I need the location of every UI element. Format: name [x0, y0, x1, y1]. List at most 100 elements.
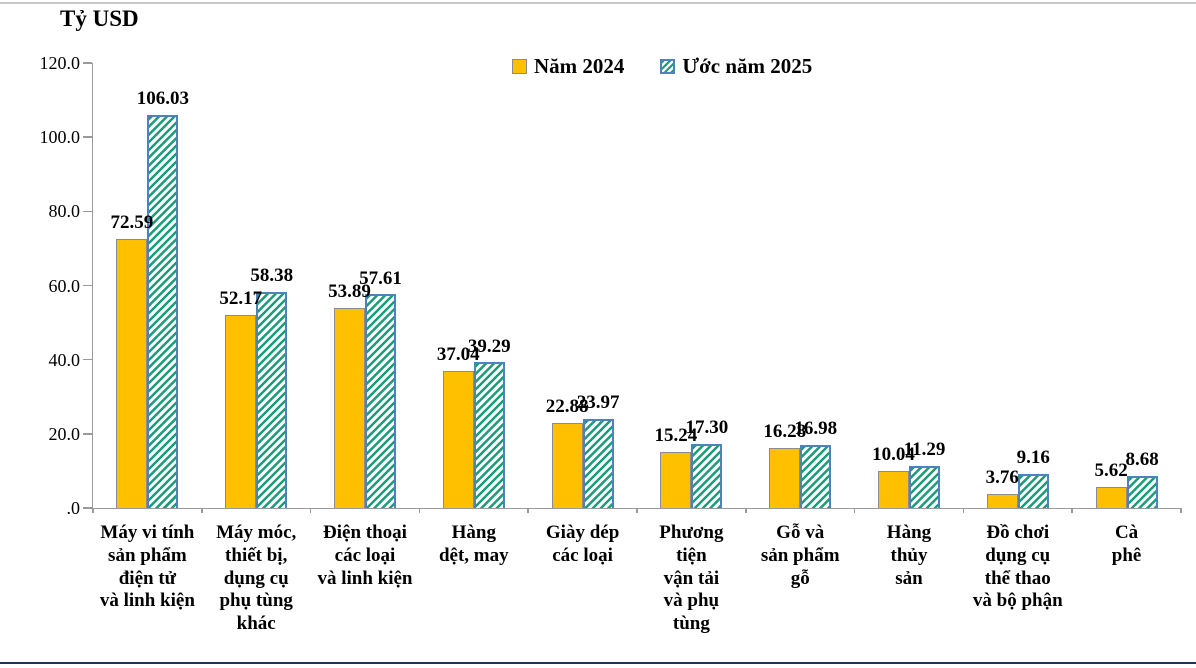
bar-uoc-nam-2025	[908, 466, 940, 508]
y-axis-tick-mark	[83, 62, 92, 64]
category-axis-label: Hàng dệt, may	[399, 522, 549, 568]
category-label-line: Đồ chơi	[986, 522, 1050, 543]
bar-nam-2024	[660, 451, 692, 508]
bar-nam-2024	[1095, 487, 1127, 508]
bar-uoc-nam-2025	[582, 419, 614, 508]
y-axis-tick-mark	[83, 433, 92, 435]
value-label-nam-2024: 37.04	[436, 343, 480, 365]
category-group: 52.17 58.38 Máy móc, thiết bị, dụng cụ phụ tù…	[202, 63, 311, 634]
plot-area: 72.59 106.03 Máy vi tính sản phẩm điện tử và …	[92, 63, 1182, 634]
bar-uoc-nam-2025	[1017, 474, 1049, 508]
category-label-line: tùng	[672, 613, 710, 635]
value-label-nam-2024: 22.88	[545, 396, 589, 418]
category-axis-label: Phương tiện vận tải và phụ tùng	[616, 522, 766, 636]
value-label-nam-2024: 15.24	[654, 424, 698, 446]
y-axis-tick-label: 60.0	[48, 275, 81, 296]
y-axis-tick-mark	[83, 284, 92, 287]
category-label-line: thủy	[890, 544, 928, 566]
x-axis-tick-mark	[309, 508, 312, 513]
value-label-nam-2024: 53.89	[328, 281, 371, 303]
value-label-nam-2024: 10.04	[872, 443, 915, 465]
bar-nam-2024	[334, 308, 365, 508]
value-label-nam-2024: 3.76	[985, 467, 1019, 489]
y-axis-tick-mark	[83, 358, 92, 361]
category-group: 37.04 39.29 Hàng dệt, may	[419, 63, 528, 566]
category-label-line: Điện thoại	[323, 522, 407, 543]
top-divider	[0, 2, 1196, 4]
category-axis-label: Máy vi tính sản phẩm điện tử và linh kiện	[72, 522, 222, 613]
bar-nam-2024	[116, 238, 148, 508]
category-group: 72.59 106.03 Máy vi tính sản phẩm điện tử và …	[93, 63, 202, 611]
category-label-line: khác	[236, 613, 276, 635]
category-label-line: Giày dép	[545, 522, 620, 543]
category-label-line: sản	[895, 567, 923, 589]
category-label-line: thể thao	[984, 567, 1051, 589]
category-label-line: các loại	[334, 544, 396, 566]
x-axis-tick-mark	[201, 508, 203, 513]
legend-label-nam-2024: Năm 2024	[534, 54, 625, 78]
category-axis-label: Máy móc, thiết bị, dụng cụ phụ tùng khác	[181, 522, 331, 636]
bar-uoc-nam-2025	[1126, 475, 1158, 508]
category-label-line: sản phẩm	[108, 544, 187, 566]
category-label-line: Máy móc,	[216, 522, 297, 543]
legend-item-uoc-nam-2025: Ước năm 2025	[660, 54, 812, 79]
bar-nam-2024	[986, 494, 1018, 508]
category-group: 15.24 17.30 Phương tiện vận tải và phụ tùng	[637, 63, 746, 634]
category-label-line: Hàng	[886, 522, 932, 543]
category-group: 53.89 57.61 Điện thoại các loại và linh kiện	[311, 63, 420, 589]
bar-uoc-nam-2025	[691, 443, 723, 508]
value-label-uoc-nam-2025: 17.30	[685, 417, 729, 439]
category-axis-label: Gỗ và sản phẩm gỗ	[725, 522, 875, 590]
category-group: 10.04 11.29 Hàng thủy sản	[855, 63, 964, 588]
category-label-line: và linh kiện	[99, 590, 195, 612]
y-axis-tick-label: 40.0	[48, 349, 81, 370]
x-axis-tick-mark	[853, 508, 856, 513]
x-axis-tick-mark	[962, 508, 965, 513]
legend-swatch-hatched-icon	[660, 59, 676, 74]
value-label-uoc-nam-2025: 23.97	[576, 392, 620, 414]
category-axis-label: Cà phê	[1052, 522, 1196, 568]
legend-swatch-solid-icon	[512, 59, 527, 74]
category-label-line: và phụ	[663, 590, 720, 612]
bar-uoc-nam-2025	[147, 114, 179, 508]
category-label-line: sản phẩm	[760, 544, 840, 566]
legend-item-nam-2024: Năm 2024	[512, 54, 624, 79]
y-axis-tick-label: 80.0	[48, 201, 81, 222]
x-axis-tick-mark	[745, 508, 747, 513]
value-label-nam-2024: 72.59	[110, 212, 154, 234]
category-group: 16.28 16.98 Gỗ và sản phẩm gỗ	[746, 63, 855, 588]
category-group: 22.88 23.97 Giày dép các loại	[528, 63, 637, 565]
x-axis-tick-mark	[527, 508, 529, 513]
bar-nam-2024	[878, 470, 909, 508]
category-label-line: và linh kiện	[317, 567, 413, 589]
bar-uoc-nam-2025	[256, 291, 288, 508]
bottom-divider	[0, 661, 1196, 664]
bar-nam-2024	[442, 370, 474, 508]
category-label-line: Cà	[1114, 522, 1139, 543]
value-label-uoc-nam-2025: 9.16	[1016, 447, 1050, 469]
category-group: 5.62 8.68 Cà phê	[1072, 63, 1181, 566]
value-label-uoc-nam-2025: 11.29	[903, 439, 946, 461]
category-label-line: dệt, may	[438, 544, 509, 566]
category-label-line: dụng cụ	[223, 567, 289, 589]
value-label-nam-2024: 16.28	[763, 420, 807, 442]
y-axis-tick-mark	[83, 136, 92, 138]
x-axis-tick-mark	[418, 508, 421, 513]
y-axis-tick-label: 120.0	[39, 53, 81, 73]
category-label-line: phê	[1111, 544, 1142, 566]
value-label-nam-2024: 5.62	[1094, 460, 1128, 482]
bar-nam-2024	[769, 447, 801, 508]
value-label-uoc-nam-2025: 39.29	[467, 335, 511, 357]
legend-label-uoc-nam-2025: Ước năm 2025	[682, 54, 813, 78]
bar-uoc-nam-2025	[364, 294, 396, 508]
y-axis-tick-label: .0	[66, 498, 81, 518]
bar-uoc-nam-2025	[473, 362, 505, 508]
category-axis-label: Đồ chơi dụng cụ thể thao và bộ phận	[943, 522, 1093, 613]
category-label-line: vận tải	[663, 567, 720, 589]
bar-nam-2024	[551, 423, 583, 508]
chart-unit-title: Tỷ USD	[60, 6, 139, 31]
chart-legend: Năm 2024 Ước năm 2025	[512, 54, 812, 79]
value-label-uoc-nam-2025: 106.03	[136, 88, 190, 110]
category-group: 3.76 9.16 Đồ chơi dụng cụ thể thao và bộ phận	[963, 63, 1072, 611]
